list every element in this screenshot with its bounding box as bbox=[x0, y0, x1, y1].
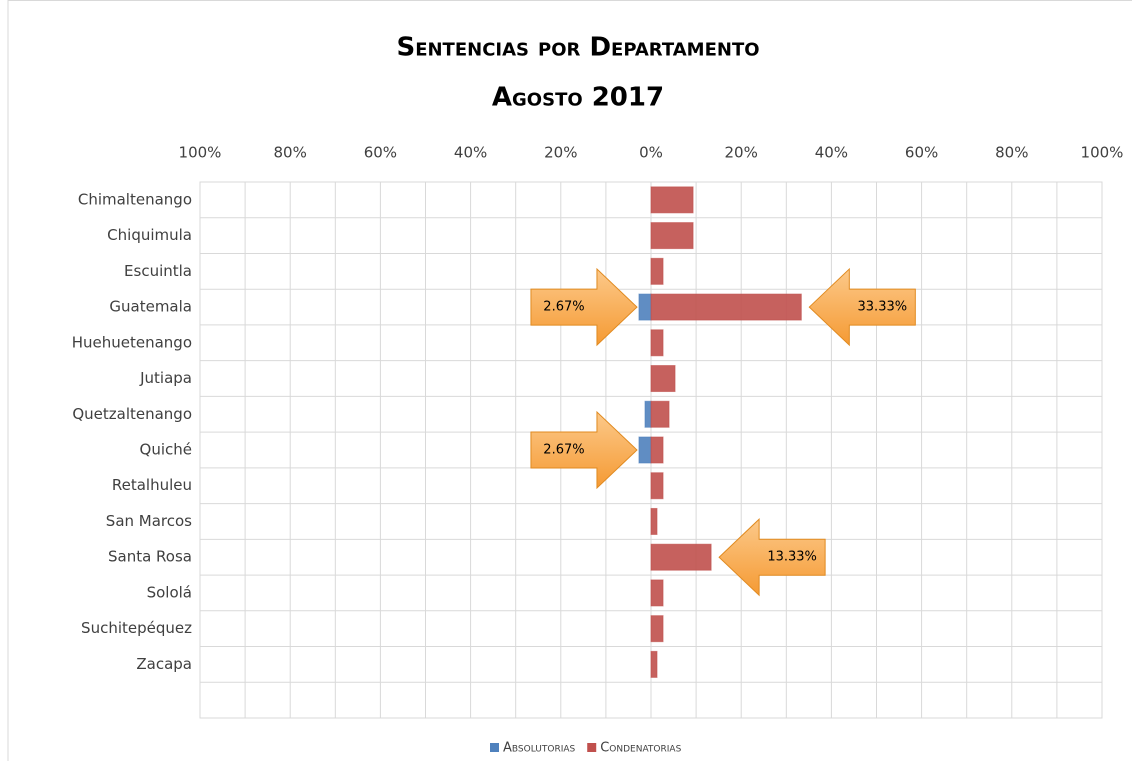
bar bbox=[650, 293, 802, 321]
y-tick-label: Sololá bbox=[147, 583, 192, 601]
data-label: 2.67% bbox=[543, 300, 584, 315]
callout-arrow bbox=[718, 518, 826, 597]
y-tick-label: Retalhuleu bbox=[112, 476, 192, 494]
y-tick-label: Chiquimula bbox=[107, 226, 192, 244]
x-tick-label: 40% bbox=[815, 144, 848, 162]
bar bbox=[650, 329, 664, 357]
y-tick-label: Jutiapa bbox=[139, 369, 192, 387]
bar bbox=[650, 257, 664, 285]
bar bbox=[650, 186, 694, 214]
y-tick-label: Huehuetenango bbox=[72, 333, 192, 351]
x-tick-label: 0% bbox=[639, 144, 663, 162]
data-label: 33.33% bbox=[858, 300, 908, 315]
chart-title: Sentencias por Departamento bbox=[396, 33, 759, 63]
bar bbox=[650, 579, 664, 607]
bar bbox=[650, 365, 676, 393]
data-label: 13.33% bbox=[767, 550, 817, 565]
x-tick-label: 40% bbox=[454, 144, 487, 162]
x-tick-label: 60% bbox=[905, 144, 938, 162]
data-label: 2.67% bbox=[543, 443, 584, 458]
bar bbox=[638, 436, 652, 464]
y-tick-label: San Marcos bbox=[106, 512, 192, 530]
y-tick-label: Guatemala bbox=[109, 298, 192, 316]
x-tick-label: 60% bbox=[364, 144, 397, 162]
callout-arrow bbox=[808, 267, 916, 347]
bar bbox=[650, 436, 664, 464]
legend-label: Absolutorias bbox=[503, 741, 576, 756]
bar bbox=[650, 222, 694, 250]
x-tick-label: 100% bbox=[1081, 144, 1124, 162]
bar bbox=[644, 400, 652, 428]
y-tick-label: Suchitepéquez bbox=[81, 619, 192, 637]
bar bbox=[650, 507, 658, 535]
bar bbox=[650, 615, 664, 643]
legend-swatch bbox=[490, 743, 499, 752]
y-tick-label: Escuintla bbox=[124, 262, 192, 280]
bar bbox=[650, 472, 664, 500]
bar bbox=[650, 650, 658, 678]
legend-swatch bbox=[587, 743, 597, 752]
bar bbox=[650, 543, 712, 571]
bar bbox=[638, 293, 652, 321]
x-tick-label: 100% bbox=[179, 144, 222, 162]
y-tick-label: Quiché bbox=[140, 441, 192, 459]
x-tick-label: 20% bbox=[725, 144, 758, 162]
y-tick-label: Quetzaltenango bbox=[72, 405, 192, 423]
chart-subtitle: Agosto 2017 bbox=[492, 83, 664, 113]
y-tick-label: Chimaltenango bbox=[78, 190, 192, 208]
y-tick-label: Zacapa bbox=[136, 655, 192, 673]
y-tick-label: Santa Rosa bbox=[108, 548, 192, 566]
legend-label: Condenatorias bbox=[600, 741, 681, 756]
x-tick-label: 80% bbox=[995, 144, 1028, 162]
callout-arrow bbox=[530, 410, 638, 490]
x-tick-label: 80% bbox=[274, 144, 307, 162]
bar bbox=[650, 400, 670, 428]
x-tick-label: 20% bbox=[544, 144, 577, 162]
callout-arrow bbox=[530, 267, 638, 347]
